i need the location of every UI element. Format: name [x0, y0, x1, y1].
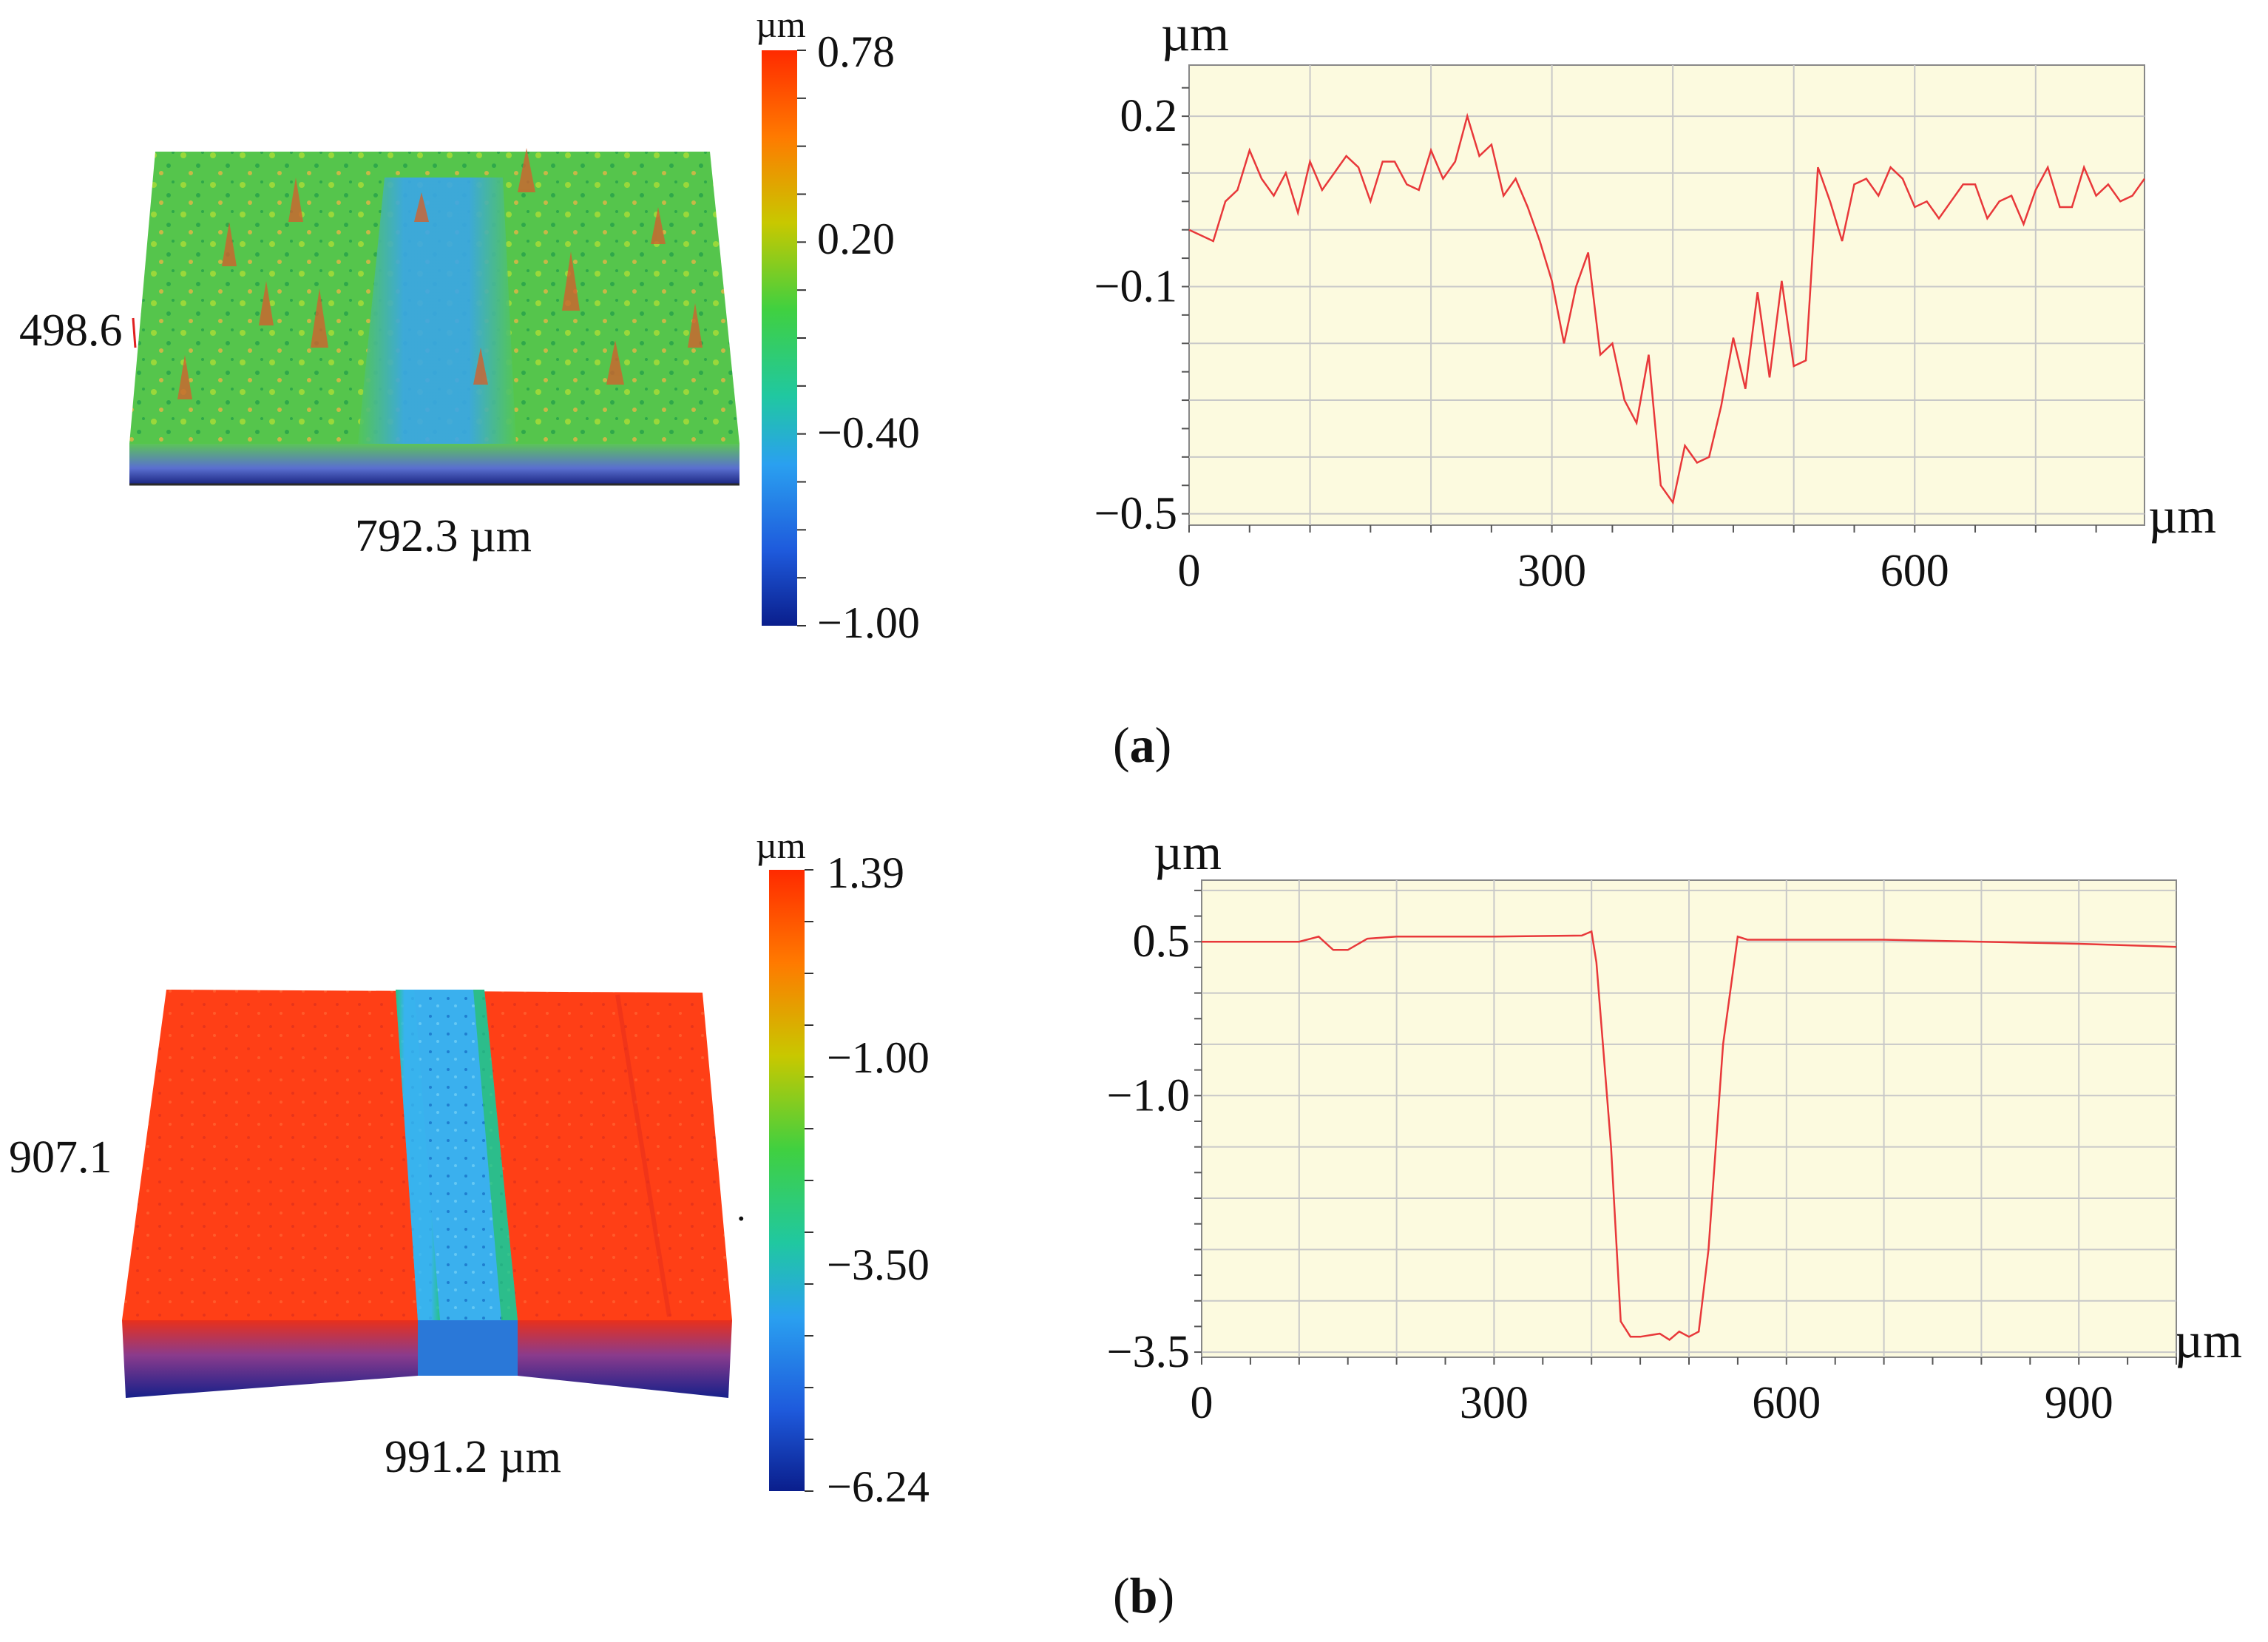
- surface-a-channel: [355, 178, 518, 473]
- colorbar-a-unit: µm: [756, 4, 806, 45]
- surface-b-xlabel: 991.2 µm: [385, 1432, 561, 1482]
- surface-b-scratch: [615, 994, 671, 1317]
- colorbar-a-label-3: −1.00: [817, 598, 920, 647]
- colorbar-a: µm 0.78 0.20 −0.40 −1.00: [756, 4, 920, 647]
- line-b-xtick-label-2: 600: [1752, 1378, 1821, 1428]
- line-a-xlabel: µm: [2148, 487, 2216, 544]
- line-a-ytick-label-1: −0.1: [1094, 261, 1177, 311]
- line-a-series: [1188, 112, 2146, 505]
- line-a-ytick-label-2: −0.5: [1094, 489, 1177, 539]
- line-b-xtick-label-0: 0: [1191, 1378, 1213, 1428]
- line-b-minor-ticks: [1194, 889, 2177, 1365]
- surface-b-channel-wall-left: [396, 990, 440, 1320]
- surface-a-xlabel: 792.3 µm: [355, 511, 532, 561]
- surface-b-ylabel: 907.1: [9, 1132, 112, 1183]
- line-b-ylabel: µm: [1154, 824, 1222, 880]
- surface-a-red-marker: [132, 317, 137, 348]
- line-b-ytick-label-2: −3.5: [1107, 1327, 1190, 1377]
- surface-b-side-channel: [418, 1320, 518, 1376]
- line-a-xtick-label-2: 600: [1881, 546, 1949, 596]
- panel-label-a: (a): [1113, 717, 1171, 773]
- colorbar-a-label-0: 0.78: [817, 27, 895, 76]
- line-b-grid: [1202, 880, 2176, 1357]
- line-b-ytick-label-0: 0.5: [1133, 916, 1191, 967]
- colorbar-b-ticks: [805, 869, 813, 1492]
- colorbar-b-bar: [769, 870, 805, 1491]
- line-b-series: [1202, 930, 2177, 1341]
- line-a-ytick-label-0: 0.2: [1120, 91, 1178, 141]
- line-b-xtick-label-1: 300: [1460, 1378, 1529, 1428]
- line-chart-a: µm µm 0.2 −0.1 −0.5 0 300 600: [1094, 5, 2217, 596]
- surface-b-side-right: [518, 1320, 732, 1398]
- surface-a: [129, 148, 739, 486]
- colorbar-b-label-1: −1.00: [827, 1033, 930, 1082]
- panel-label-b: (b): [1113, 1567, 1174, 1624]
- line-b-xtick-label-3: 900: [2045, 1378, 2113, 1428]
- surface-b: [122, 990, 732, 1398]
- colorbar-b-unit: µm: [756, 825, 806, 866]
- surface-b-stray-mark: .: [737, 1187, 746, 1229]
- surface-b-channel-wall-right: [473, 990, 518, 1320]
- line-b-ytick-label-1: −1.0: [1107, 1070, 1190, 1121]
- line-a-ylabel: µm: [1161, 5, 1229, 61]
- surface-a-side: [129, 444, 739, 484]
- colorbar-a-ticks: [797, 50, 806, 626]
- colorbar-a-label-1: 0.20: [817, 214, 895, 263]
- surface-a-peaks: [177, 148, 703, 399]
- colorbar-b-label-0: 1.39: [827, 848, 904, 897]
- colorbar-b-label-3: −6.24: [827, 1462, 930, 1511]
- line-chart-b: µm µm 0.5 −1.0 −3.5 0 300 600 900: [1107, 824, 2243, 1428]
- line-a-minor-ticks: [1182, 87, 2097, 533]
- line-a-plot-area: [1188, 64, 2145, 526]
- line-a-grid: [1189, 65, 2145, 525]
- line-b-xlabel: µm: [2174, 1312, 2242, 1368]
- colorbar-a-label-2: −0.40: [817, 408, 920, 457]
- colorbar-a-bar: [762, 50, 797, 626]
- line-a-xtick-label-1: 300: [1517, 546, 1586, 596]
- line-a-xtick-label-0: 0: [1178, 546, 1201, 596]
- surface-a-ylabel: 498.6: [19, 305, 123, 356]
- colorbar-b-label-2: −3.50: [827, 1240, 930, 1289]
- surface-b-side-left: [122, 1320, 418, 1398]
- colorbar-b: µm 1.39 −1.00 −3.50 −6.24: [756, 825, 930, 1511]
